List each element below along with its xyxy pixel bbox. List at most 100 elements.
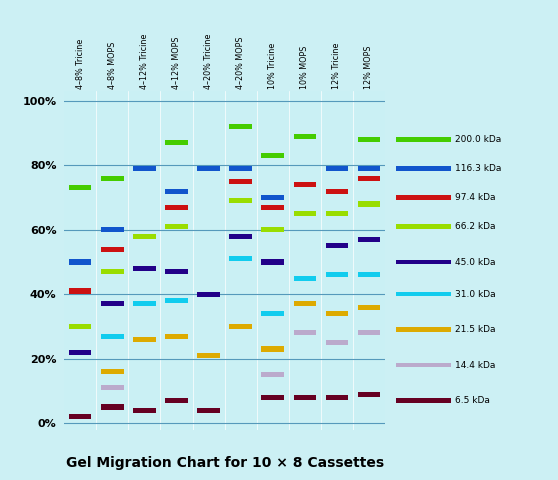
Text: 116.3 kDa: 116.3 kDa	[455, 164, 501, 173]
FancyBboxPatch shape	[358, 176, 380, 181]
FancyBboxPatch shape	[101, 385, 123, 390]
FancyBboxPatch shape	[396, 292, 451, 297]
FancyBboxPatch shape	[262, 311, 284, 316]
FancyBboxPatch shape	[262, 259, 284, 264]
FancyBboxPatch shape	[294, 276, 316, 281]
FancyBboxPatch shape	[198, 292, 220, 297]
Text: 6.5 kDa: 6.5 kDa	[455, 396, 490, 405]
FancyBboxPatch shape	[358, 392, 380, 397]
FancyBboxPatch shape	[69, 185, 92, 191]
FancyBboxPatch shape	[165, 398, 187, 403]
Text: 4–12% MOPS: 4–12% MOPS	[172, 36, 181, 89]
FancyBboxPatch shape	[69, 259, 92, 264]
FancyBboxPatch shape	[165, 269, 187, 274]
FancyBboxPatch shape	[262, 347, 284, 352]
FancyBboxPatch shape	[133, 166, 156, 171]
Text: 21.5 kDa: 21.5 kDa	[455, 325, 496, 334]
Text: 12% MOPS: 12% MOPS	[364, 45, 373, 89]
FancyBboxPatch shape	[101, 269, 123, 274]
FancyBboxPatch shape	[326, 211, 348, 216]
FancyBboxPatch shape	[396, 398, 451, 403]
FancyBboxPatch shape	[294, 395, 316, 400]
FancyBboxPatch shape	[262, 204, 284, 210]
Bar	[353, 91, 385, 430]
FancyBboxPatch shape	[229, 124, 252, 129]
FancyBboxPatch shape	[198, 166, 220, 171]
FancyBboxPatch shape	[229, 324, 252, 329]
FancyBboxPatch shape	[229, 166, 252, 171]
Bar	[321, 91, 353, 430]
FancyBboxPatch shape	[326, 166, 348, 171]
Text: 97.4 kDa: 97.4 kDa	[455, 193, 496, 202]
FancyBboxPatch shape	[358, 237, 380, 242]
Bar	[128, 91, 161, 430]
Text: 31.0 kDa: 31.0 kDa	[455, 290, 496, 299]
FancyBboxPatch shape	[165, 204, 187, 210]
FancyBboxPatch shape	[198, 353, 220, 358]
FancyBboxPatch shape	[294, 182, 316, 187]
FancyBboxPatch shape	[165, 334, 187, 339]
FancyBboxPatch shape	[133, 337, 156, 342]
Text: 4–20% Tricine: 4–20% Tricine	[204, 34, 213, 89]
FancyBboxPatch shape	[396, 137, 451, 142]
FancyBboxPatch shape	[294, 134, 316, 139]
FancyBboxPatch shape	[69, 349, 92, 355]
FancyBboxPatch shape	[358, 166, 380, 171]
FancyBboxPatch shape	[229, 198, 252, 204]
FancyBboxPatch shape	[133, 301, 156, 307]
FancyBboxPatch shape	[326, 189, 348, 194]
FancyBboxPatch shape	[101, 176, 123, 181]
Bar	[193, 91, 224, 430]
FancyBboxPatch shape	[229, 234, 252, 239]
FancyBboxPatch shape	[358, 272, 380, 277]
Bar	[224, 91, 257, 430]
FancyBboxPatch shape	[396, 260, 451, 264]
FancyBboxPatch shape	[262, 195, 284, 200]
FancyBboxPatch shape	[262, 227, 284, 232]
FancyBboxPatch shape	[396, 166, 451, 171]
FancyBboxPatch shape	[358, 137, 380, 142]
FancyBboxPatch shape	[262, 153, 284, 158]
FancyBboxPatch shape	[262, 372, 284, 377]
FancyBboxPatch shape	[101, 334, 123, 339]
FancyBboxPatch shape	[326, 272, 348, 277]
FancyBboxPatch shape	[358, 330, 380, 336]
FancyBboxPatch shape	[69, 414, 92, 420]
Bar	[161, 91, 193, 430]
FancyBboxPatch shape	[358, 304, 380, 310]
FancyBboxPatch shape	[294, 211, 316, 216]
FancyBboxPatch shape	[165, 140, 187, 145]
Text: 66.2 kDa: 66.2 kDa	[455, 222, 496, 231]
FancyBboxPatch shape	[326, 340, 348, 345]
FancyBboxPatch shape	[294, 301, 316, 307]
Text: 12% Tricine: 12% Tricine	[333, 42, 341, 89]
FancyBboxPatch shape	[198, 408, 220, 413]
Text: 14.4 kDa: 14.4 kDa	[455, 360, 495, 370]
FancyBboxPatch shape	[101, 301, 123, 307]
Text: 10% Tricine: 10% Tricine	[268, 43, 277, 89]
Text: 4–8% MOPS: 4–8% MOPS	[108, 41, 117, 89]
FancyBboxPatch shape	[133, 266, 156, 271]
FancyBboxPatch shape	[165, 189, 187, 194]
FancyBboxPatch shape	[165, 298, 187, 303]
Bar	[257, 91, 289, 430]
FancyBboxPatch shape	[262, 395, 284, 400]
FancyBboxPatch shape	[165, 224, 187, 229]
FancyBboxPatch shape	[396, 224, 451, 229]
FancyBboxPatch shape	[358, 202, 380, 206]
FancyBboxPatch shape	[326, 311, 348, 316]
Text: 10% MOPS: 10% MOPS	[300, 46, 309, 89]
Bar	[64, 91, 96, 430]
Text: 200.0 kDa: 200.0 kDa	[455, 135, 501, 144]
FancyBboxPatch shape	[133, 408, 156, 413]
FancyBboxPatch shape	[396, 327, 451, 332]
FancyBboxPatch shape	[101, 369, 123, 374]
FancyBboxPatch shape	[101, 227, 123, 232]
Bar	[289, 91, 321, 430]
FancyBboxPatch shape	[326, 243, 348, 249]
Text: 4–8% Tricine: 4–8% Tricine	[76, 38, 85, 89]
FancyBboxPatch shape	[101, 405, 123, 409]
FancyBboxPatch shape	[396, 363, 451, 367]
Text: 45.0 kDa: 45.0 kDa	[455, 257, 496, 266]
FancyBboxPatch shape	[229, 256, 252, 262]
